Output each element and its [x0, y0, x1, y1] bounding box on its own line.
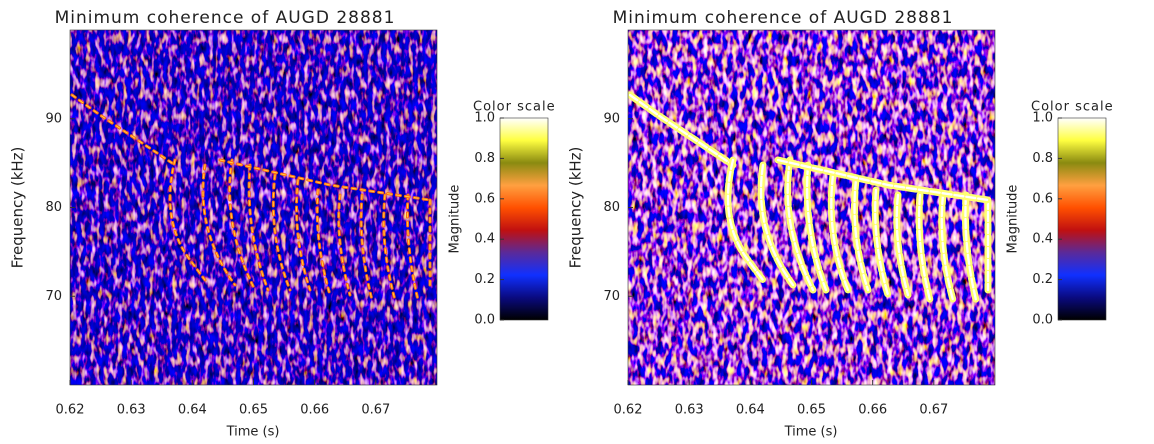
x-tick-label: 0.66	[858, 403, 887, 418]
colorbar-title: Color scale	[473, 100, 556, 115]
mode-streak-core	[874, 188, 890, 297]
x-tick-label: 0.63	[675, 403, 704, 418]
x-axis-label: Time (s)	[784, 425, 838, 440]
colorbar-tick-label: 0.8	[474, 151, 495, 166]
x-tick-label: 0.66	[300, 403, 329, 418]
colorbar-tick-label: 0.2	[1032, 272, 1053, 287]
x-tick-label: 0.67	[919, 403, 948, 418]
mode-streak-core	[917, 193, 932, 302]
y-tick-label: 70	[45, 289, 62, 304]
mode-streak-core	[726, 158, 765, 282]
chart-panel: Minimum coherence of AUGD 28881 0.62 0.63 0…	[560, 8, 1114, 440]
mode-streak-core	[296, 179, 311, 291]
x-axis-label: Time (s)	[226, 425, 280, 440]
mode-streak-core	[229, 159, 256, 291]
colorbar-label: Magnitude	[1006, 185, 1021, 254]
mode-streak-core	[940, 193, 955, 302]
y-tick-label: 70	[603, 289, 620, 304]
mode-streak	[70, 93, 177, 167]
mode-streak-core	[383, 194, 396, 301]
mode-streak-core	[338, 194, 351, 296]
mode-streaks	[70, 93, 432, 302]
colorbar-tick-label: 0.6	[474, 191, 495, 206]
colorbar-tick-label: 0.4	[474, 232, 495, 247]
mode-streak-core	[786, 158, 815, 292]
y-axis-label: Frequency (kHz)	[567, 147, 585, 269]
colorbar-tick-label: 0.4	[1032, 232, 1053, 247]
colorbar-tick-label: 0.6	[1032, 191, 1053, 206]
colorbar-title: Color scale	[1031, 100, 1114, 115]
mode-streak-core	[272, 174, 291, 291]
chart-title: Minimum coherence of AUGD 28881	[613, 8, 954, 28]
mode-streak-core	[776, 158, 990, 202]
mode-streak-core	[360, 194, 373, 301]
colorbar-tick-label: 1.0	[1032, 111, 1053, 126]
chart-panel: Minimum coherence of AUGD 28881 0.62 0.63 0…	[9, 8, 556, 440]
y-tick-label: 80	[603, 200, 620, 215]
y-tick-label: 80	[45, 200, 62, 215]
mode-streak-core	[853, 178, 870, 292]
mode-streak-core	[964, 193, 978, 302]
mode-streak-core	[830, 173, 850, 292]
mode-streaks	[628, 91, 992, 304]
mode-streak-core	[169, 159, 206, 281]
mode-streak-core	[805, 163, 828, 292]
x-tick-label: 0.62	[56, 403, 85, 418]
mode-streak-core	[628, 93, 735, 167]
mode-streak-core	[248, 164, 269, 291]
colorbar-tick-label: 1.0	[474, 111, 495, 126]
x-tick-label: 0.64	[736, 403, 765, 418]
x-tick-label: 0.65	[239, 403, 268, 418]
heatmap-texture	[628, 30, 995, 385]
mode-streak-core	[759, 163, 795, 287]
heatmap-texture	[70, 30, 437, 385]
colorbar-tick-label: 0.0	[474, 313, 495, 328]
mode-streak-core	[219, 159, 431, 201]
panel-background	[560, 95, 612, 119]
y-axis-label: Frequency (kHz)	[9, 147, 27, 269]
colorbar-tick-label: 0.2	[474, 272, 495, 287]
colorbar	[499, 117, 549, 321]
x-tick-label: 0.67	[361, 403, 390, 418]
mode-streak-core	[895, 193, 910, 297]
x-tick-label: 0.62	[614, 403, 643, 418]
x-tick-label: 0.64	[178, 403, 207, 418]
x-tick-label: 0.65	[797, 403, 826, 418]
mode-streak-core	[316, 189, 331, 296]
x-tick-label: 0.63	[117, 403, 146, 418]
colorbar-tick-label: 0.0	[1032, 313, 1053, 328]
y-tick-label: 90	[603, 111, 620, 126]
colorbar-tick-label: 0.8	[1032, 151, 1053, 166]
colorbar	[1057, 117, 1107, 321]
y-tick-label: 90	[45, 111, 62, 126]
mode-streak-core	[202, 164, 236, 286]
colorbar-label: Magnitude	[448, 185, 463, 254]
chart-title: Minimum coherence of AUGD 28881	[55, 8, 396, 28]
mode-streak-core	[406, 194, 419, 301]
